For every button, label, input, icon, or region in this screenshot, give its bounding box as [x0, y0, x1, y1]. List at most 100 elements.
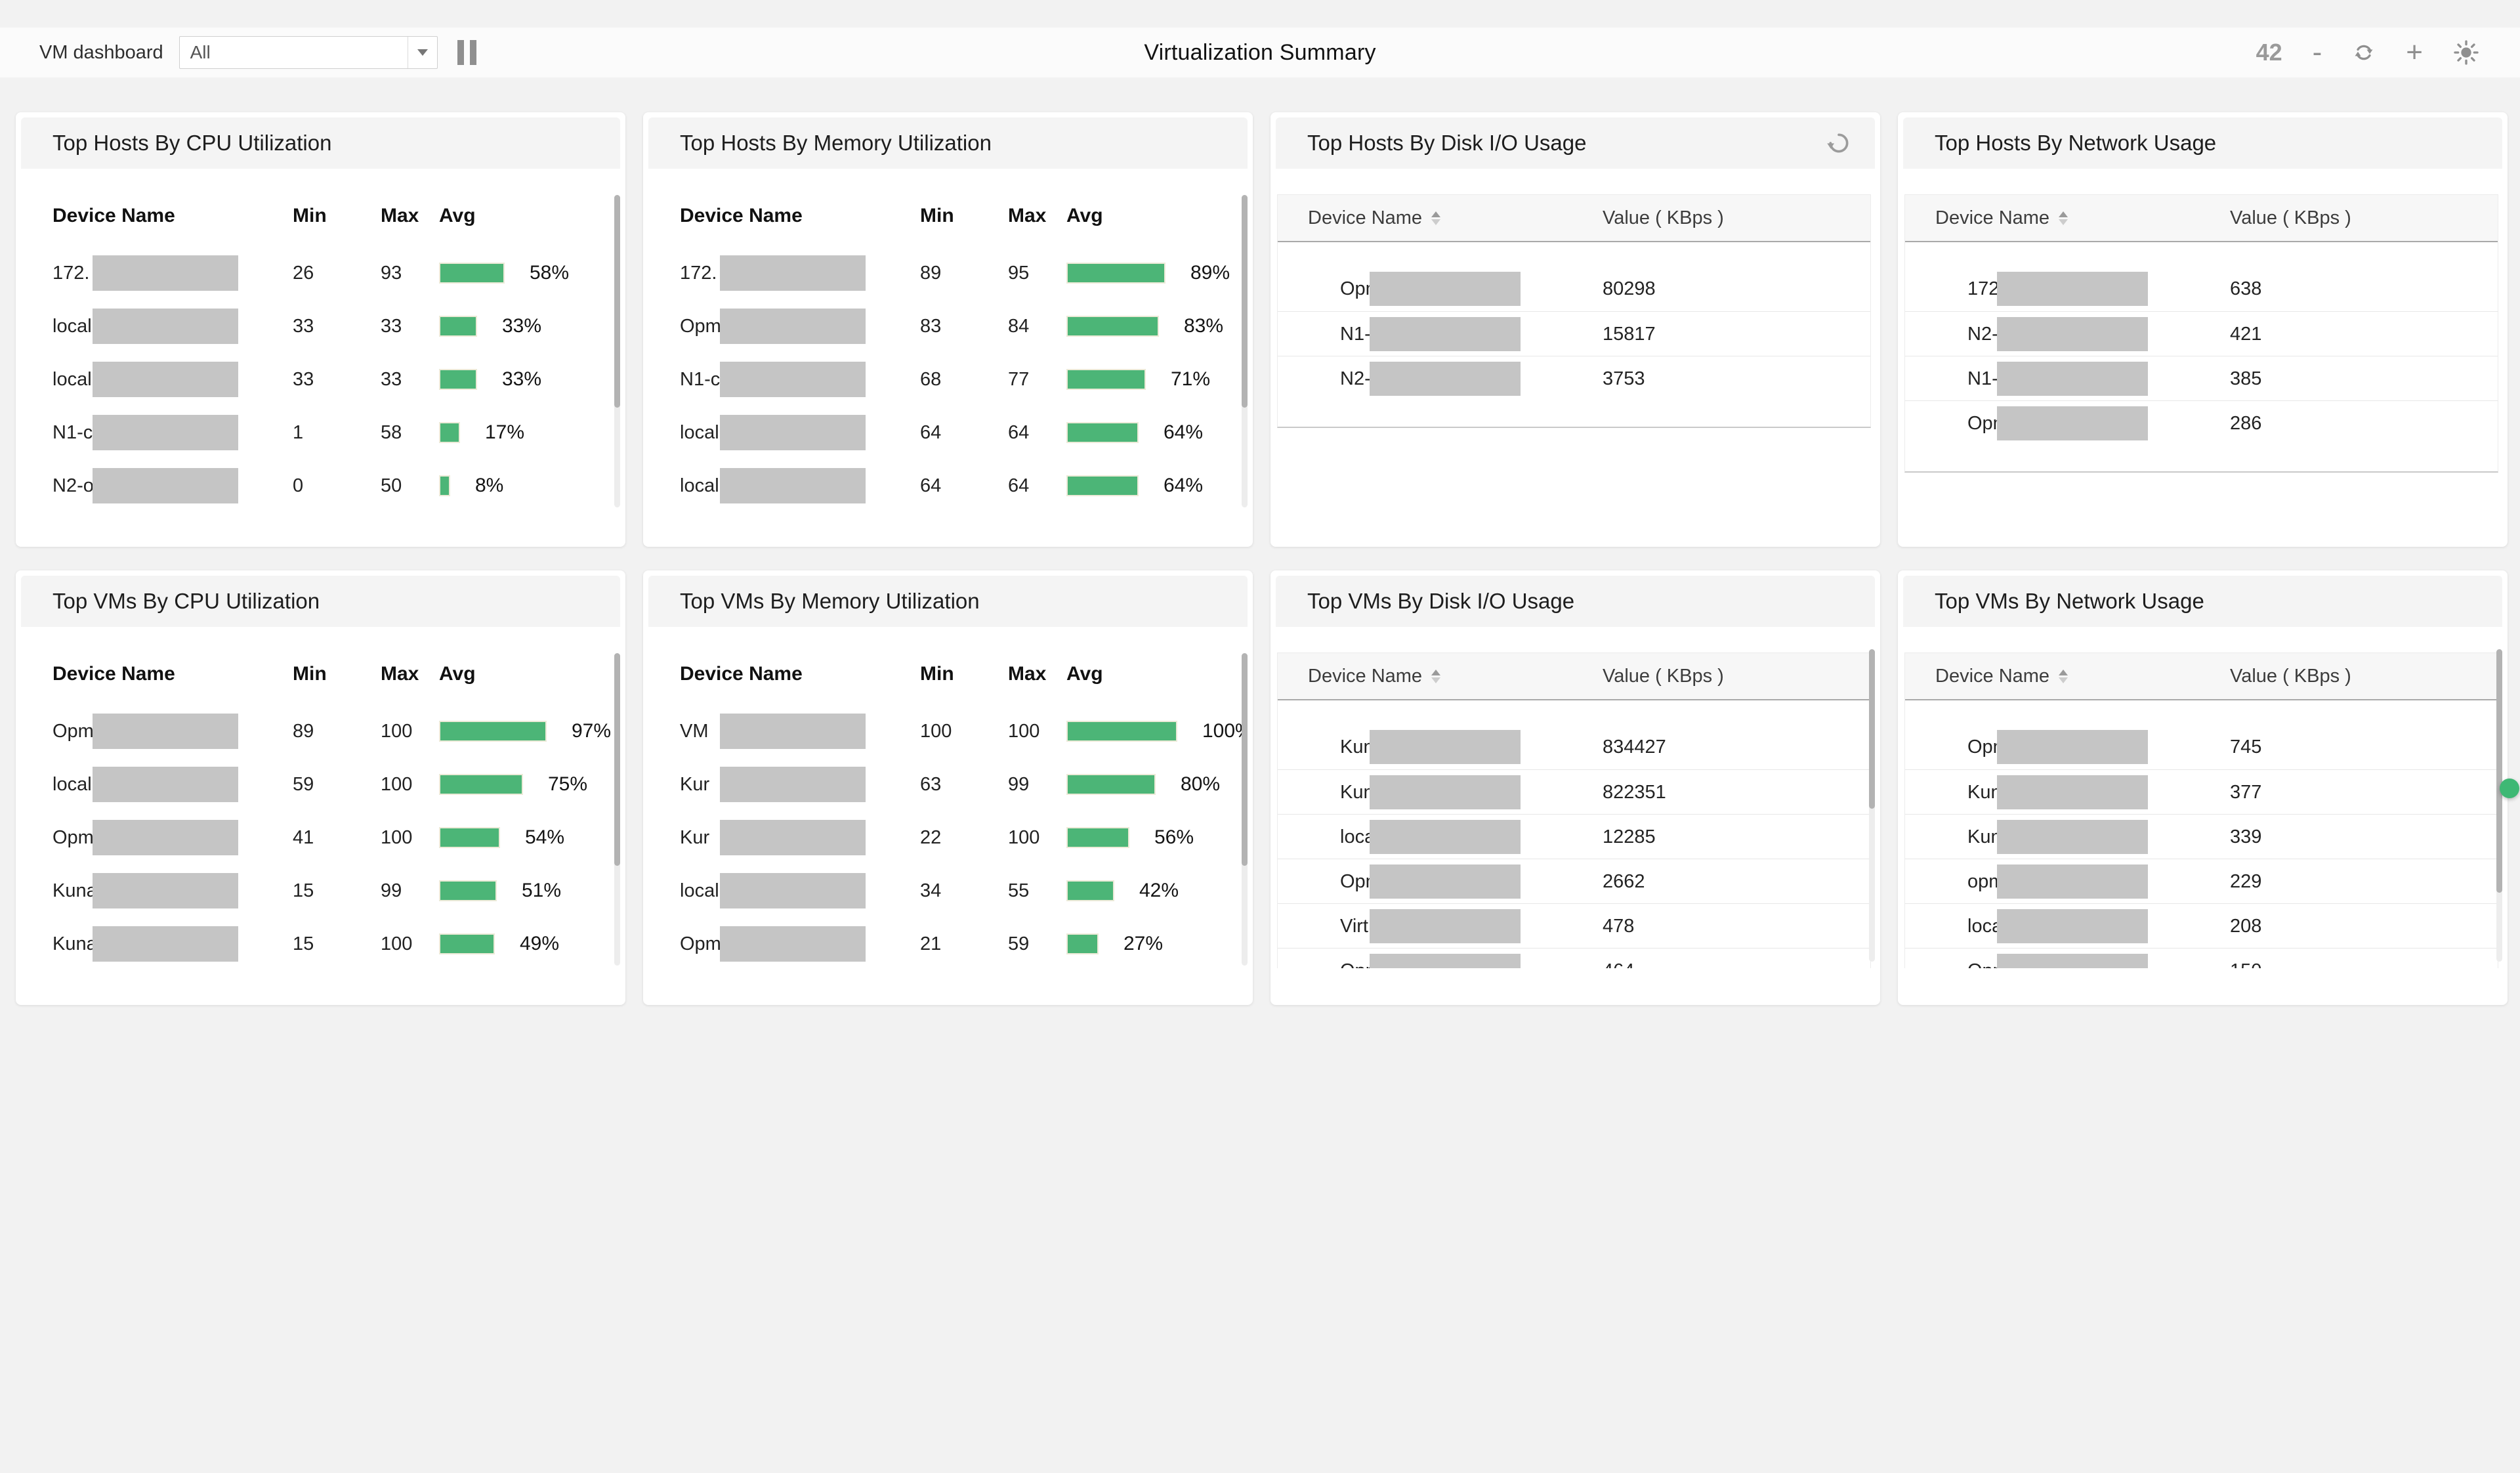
table-row[interactable]: Opm 83 84 83%	[648, 300, 1248, 352]
widget-body: Device Name Value ( KBps ) Kuna 834427 Kuna 8…	[1276, 627, 1875, 1000]
table-row[interactable]: Opm 80298	[1278, 267, 1870, 311]
table-row[interactable]: local 34 55 42%	[648, 865, 1248, 917]
table-row[interactable]: local 12285	[1278, 814, 1870, 859]
column-header-value-kbps[interactable]: Value ( KBps )	[1603, 665, 1724, 687]
avg-percent-label: 56%	[1154, 826, 1194, 848]
column-header-value-kbps[interactable]: Value ( KBps )	[1603, 207, 1724, 228]
column-header-label: Device Name	[1308, 207, 1423, 228]
table-row[interactable]: local 33 33 33%	[21, 300, 620, 352]
table-row[interactable]: Kunal- 339	[1905, 814, 2498, 859]
scrollbar-thumb[interactable]	[614, 653, 620, 866]
brightness-icon[interactable]	[2453, 39, 2479, 66]
vertical-scrollbar[interactable]	[614, 195, 620, 507]
redacted-device-name	[1370, 362, 1521, 396]
widget-body: Device Name Min Max Avg Opma 89 100 97% locall 59…	[21, 627, 620, 1000]
table-row[interactable]: Kur 22 100 56%	[648, 811, 1248, 864]
avg-percent-label: 71%	[1171, 368, 1211, 390]
table-row[interactable]: N1-c 1 58 17%	[21, 406, 620, 459]
zoom-out-button[interactable]: -	[2312, 36, 2322, 68]
table-header-row: Device Name Value ( KBps )	[1905, 653, 2498, 700]
redacted-device-name	[720, 714, 866, 749]
sort-icon[interactable]	[1431, 211, 1441, 225]
vertical-scrollbar[interactable]	[2496, 649, 2502, 962]
table-row[interactable]: local 64 64 64%	[648, 459, 1248, 512]
table-row[interactable]: local 33 33 33%	[21, 353, 620, 406]
table-row[interactable]: Kunal- 377	[1905, 769, 2498, 814]
widget-refresh-icon[interactable]	[1826, 131, 1851, 156]
table-row[interactable]: Opm 41 100 54%	[21, 811, 620, 864]
table-row[interactable]: Opm 745	[1905, 725, 2498, 769]
table-row[interactable]: 172. 89 95 89%	[648, 247, 1248, 299]
min-value: 33	[293, 369, 314, 390]
table-row[interactable]: VM 100 100 100%	[648, 705, 1248, 758]
sort-icon[interactable]	[2059, 669, 2068, 683]
table-row[interactable]: 172. 638	[1905, 267, 2498, 311]
table-row[interactable]: Kur 63 99 80%	[648, 758, 1248, 811]
table-row[interactable]: N1-o 15817	[1278, 311, 1870, 356]
table-row[interactable]: Virt1 478	[1278, 903, 1870, 948]
table-row[interactable]: Kuna 822351	[1278, 769, 1870, 814]
table-row[interactable]: 172. 26 93 58%	[21, 247, 620, 299]
widget-top-vms-by-network-usage: Top VMs By Network Usage Device Name Value…	[1898, 570, 2508, 1005]
table-row[interactable]: Opm 21 59 27%	[648, 918, 1248, 970]
table-row[interactable]: opm- 229	[1905, 859, 2498, 903]
table-row[interactable]: Opme464	[1278, 948, 1870, 968]
column-header-device-name[interactable]: Device Name	[1935, 195, 2068, 241]
avg-utilization-bar	[439, 369, 477, 390]
column-header-device-name: Device Name	[52, 205, 175, 226]
redacted-device-name	[1997, 775, 2148, 809]
min-value: 15	[293, 933, 314, 954]
vertical-scrollbar[interactable]	[1242, 653, 1248, 966]
device-name-prefix: Opm	[680, 316, 721, 337]
table-row[interactable]: Opm 2662	[1278, 859, 1870, 903]
column-header-device-name[interactable]: Device Name	[1308, 195, 1441, 241]
table-row[interactable]: Kuna 15 99 51%	[21, 865, 620, 917]
refresh-icon[interactable]	[2352, 41, 2376, 64]
scrollbar-thumb[interactable]	[1242, 195, 1248, 408]
column-header-device-name[interactable]: Device Name	[1308, 653, 1441, 699]
value-kbps: 80298	[1603, 278, 1656, 299]
chevron-down-icon[interactable]	[407, 37, 437, 68]
device-name-prefix: local	[680, 880, 719, 901]
table-row[interactable]: Opm 286	[1905, 400, 2498, 445]
sort-asc-icon	[1431, 211, 1441, 217]
column-header-label: Device Name	[1935, 665, 2050, 687]
scrollbar-thumb[interactable]	[614, 195, 620, 408]
green-status-dot[interactable]	[2500, 779, 2519, 798]
table-row[interactable]: N2-c 421	[1905, 311, 2498, 356]
table-row[interactable]: N1-c 68 77 71%	[648, 353, 1248, 406]
vertical-scrollbar[interactable]	[1242, 195, 1248, 507]
max-value: 50	[381, 475, 402, 496]
table-row[interactable]: locall 208	[1905, 903, 2498, 948]
widget-header: Top VMs By CPU Utilization	[21, 576, 620, 627]
column-header-value-kbps[interactable]: Value ( KBps )	[2230, 207, 2351, 228]
table-row[interactable]: locall 59 100 75%	[21, 758, 620, 811]
column-header-value-kbps[interactable]: Value ( KBps )	[2230, 665, 2351, 687]
table-row[interactable]: N1-c 385	[1905, 356, 2498, 400]
redacted-device-name	[93, 415, 238, 450]
dashboard-filter-select[interactable]: All	[178, 36, 438, 69]
pause-button[interactable]	[457, 40, 476, 65]
sort-icon[interactable]	[1431, 669, 1441, 683]
table-row[interactable]: Opm150	[1905, 948, 2498, 968]
table-row[interactable]: local 64 64 64%	[648, 406, 1248, 459]
vertical-scrollbar[interactable]	[1869, 649, 1875, 962]
table-row[interactable]: Kuna 15 100 49%	[21, 918, 620, 970]
scrollbar-thumb[interactable]	[2496, 649, 2502, 893]
sort-desc-icon	[1431, 219, 1441, 225]
table-row[interactable]: Kuna 834427	[1278, 725, 1870, 769]
zoom-in-button[interactable]: +	[2406, 36, 2423, 68]
redacted-device-name	[1370, 820, 1521, 854]
vertical-scrollbar[interactable]	[614, 653, 620, 966]
column-header-device-name[interactable]: Device Name	[1935, 653, 2068, 699]
table-row[interactable]: N2-op 3753	[1278, 356, 1870, 400]
widget-header: Top VMs By Disk I/O Usage	[1276, 576, 1875, 627]
table-row[interactable]: Opma 89 100 97%	[21, 705, 620, 758]
table-row[interactable]: N2-o 0 50 8%	[21, 459, 620, 512]
sort-icon[interactable]	[2059, 211, 2068, 225]
avg-percent-label: 8%	[475, 475, 504, 496]
widget-top-vms-by-memory-utilization: Top VMs By Memory Utilization Device Name…	[643, 570, 1253, 1005]
scrollbar-thumb[interactable]	[1242, 653, 1248, 866]
avg-utilization-bar	[439, 880, 497, 901]
scrollbar-thumb[interactable]	[1869, 649, 1875, 809]
